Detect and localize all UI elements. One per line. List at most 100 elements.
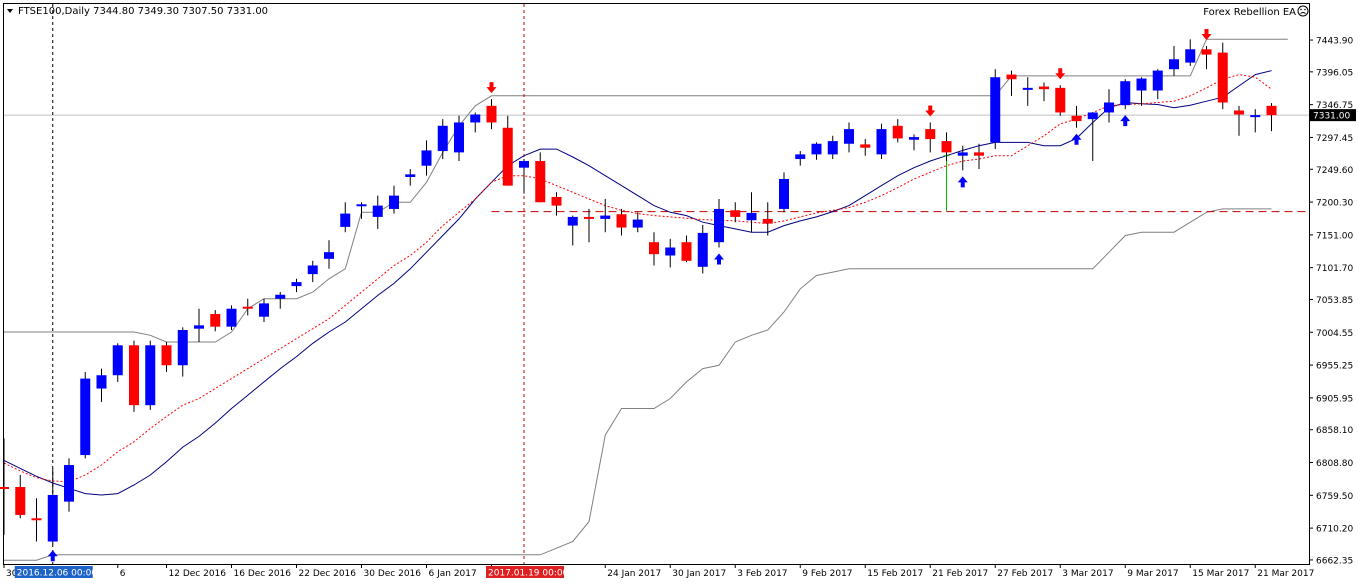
candle-body xyxy=(665,247,676,256)
candle-51 xyxy=(827,135,838,160)
candle-66 xyxy=(1071,105,1082,128)
candle-body xyxy=(1136,78,1147,91)
candle-body xyxy=(1185,49,1196,63)
sell-arrow-icon xyxy=(1201,28,1212,40)
symbol-dropdown-icon[interactable] xyxy=(7,9,13,13)
price-axis: 7443.90 7396.05 7346.75 7297.45 7249.60 7200.… xyxy=(1309,37,1356,566)
up-arrow-shape xyxy=(1071,133,1082,145)
candle-body xyxy=(421,150,432,166)
candle-76 xyxy=(1234,105,1244,136)
candle-25 xyxy=(405,169,416,186)
candle-body xyxy=(795,154,806,160)
candle-body xyxy=(1266,105,1277,116)
candle-body xyxy=(454,122,464,153)
candle-26 xyxy=(421,140,432,176)
candle-78 xyxy=(1266,103,1277,132)
candle-31 xyxy=(502,115,513,186)
candle-57 xyxy=(925,122,936,153)
candle-54 xyxy=(876,123,887,160)
candle-73 xyxy=(1185,39,1196,66)
channel-upper-line xyxy=(4,38,1288,343)
candle-body xyxy=(1104,102,1114,113)
candle-body xyxy=(779,178,789,209)
up-arrow-shape xyxy=(1120,115,1131,127)
candle-body xyxy=(242,306,253,309)
candle-body xyxy=(1217,52,1228,103)
candle-body xyxy=(356,204,367,207)
candle-27 xyxy=(437,119,448,160)
candle-8 xyxy=(129,340,139,412)
price-tick-label: 6759.50 xyxy=(1316,492,1353,502)
candle-21 xyxy=(340,202,351,233)
ea-label: Forex Rebellion EA xyxy=(1203,7,1296,18)
candle-body xyxy=(925,129,936,140)
candle-7 xyxy=(112,343,123,382)
candle-body xyxy=(876,129,887,155)
buy-arrow-icon xyxy=(714,253,724,265)
candle-64 xyxy=(1039,82,1049,102)
buy-arrow-icon xyxy=(1071,133,1082,145)
time-tick-label: 9 Mar 2017 xyxy=(1127,569,1178,579)
candle-65 xyxy=(1055,85,1066,116)
up-arrow-shape xyxy=(957,176,968,188)
candle-69 xyxy=(1120,79,1131,110)
candle-body xyxy=(1152,70,1163,91)
candle-body xyxy=(714,208,724,243)
candle-body xyxy=(746,212,757,221)
candle-16 xyxy=(259,298,269,323)
price-tick-label: 7101.70 xyxy=(1316,264,1353,274)
candle-3 xyxy=(47,468,58,545)
candle-36 xyxy=(584,208,594,243)
candle-60 xyxy=(974,143,984,170)
candle-body xyxy=(31,518,42,521)
candle-body xyxy=(291,282,302,287)
time-tick-label: 15 Mar 2017 xyxy=(1192,569,1249,579)
candle-body xyxy=(307,265,318,275)
down-arrow-shape xyxy=(1055,68,1066,80)
candle-15 xyxy=(242,298,253,316)
candle-28 xyxy=(454,115,464,162)
time-tick-label: 24 Jan 2017 xyxy=(607,569,661,579)
candle-body xyxy=(762,218,773,224)
candle-22 xyxy=(356,202,367,219)
candle-body xyxy=(1250,115,1261,118)
sell-arrow-icon xyxy=(486,82,497,94)
symbol-info-text: FTSE100,Daily 7344.80 7349.30 7307.50 73… xyxy=(18,6,268,17)
candle-6 xyxy=(96,368,107,402)
candle-body xyxy=(372,205,383,217)
smiley-face-icon[interactable] xyxy=(1297,5,1309,17)
candle-20 xyxy=(324,240,334,269)
candle-75 xyxy=(1217,42,1228,110)
candle-body xyxy=(697,232,708,267)
candle-body xyxy=(681,242,692,261)
up-arrow-shape xyxy=(47,550,58,562)
candle-body xyxy=(567,216,578,226)
candle-62 xyxy=(1006,70,1017,96)
candle-55 xyxy=(892,119,903,143)
candle-11 xyxy=(177,327,188,377)
candle-body xyxy=(957,152,968,156)
candle-body xyxy=(1006,74,1017,80)
candle-body xyxy=(194,325,204,329)
time-tick-label: 9 Feb 2017 xyxy=(802,569,852,579)
candle-29 xyxy=(470,112,481,133)
candle-body xyxy=(1120,81,1131,106)
candle-body xyxy=(226,308,237,327)
candle-body xyxy=(502,127,513,186)
current-price-box xyxy=(1310,109,1356,122)
candle-74 xyxy=(1201,45,1212,70)
candle-body xyxy=(551,196,562,206)
candle-2 xyxy=(31,498,42,542)
candle-body xyxy=(405,174,416,178)
candle-body xyxy=(486,105,497,123)
candle-body xyxy=(112,345,123,376)
candle-body xyxy=(827,141,838,155)
candle-body xyxy=(1234,110,1244,115)
time-tick-label: 6 Jan 2017 xyxy=(429,569,477,579)
candle-body xyxy=(145,345,156,406)
candle-body xyxy=(632,219,643,228)
price-tick-label: 6955.25 xyxy=(1316,362,1353,372)
candle-39 xyxy=(632,212,643,233)
